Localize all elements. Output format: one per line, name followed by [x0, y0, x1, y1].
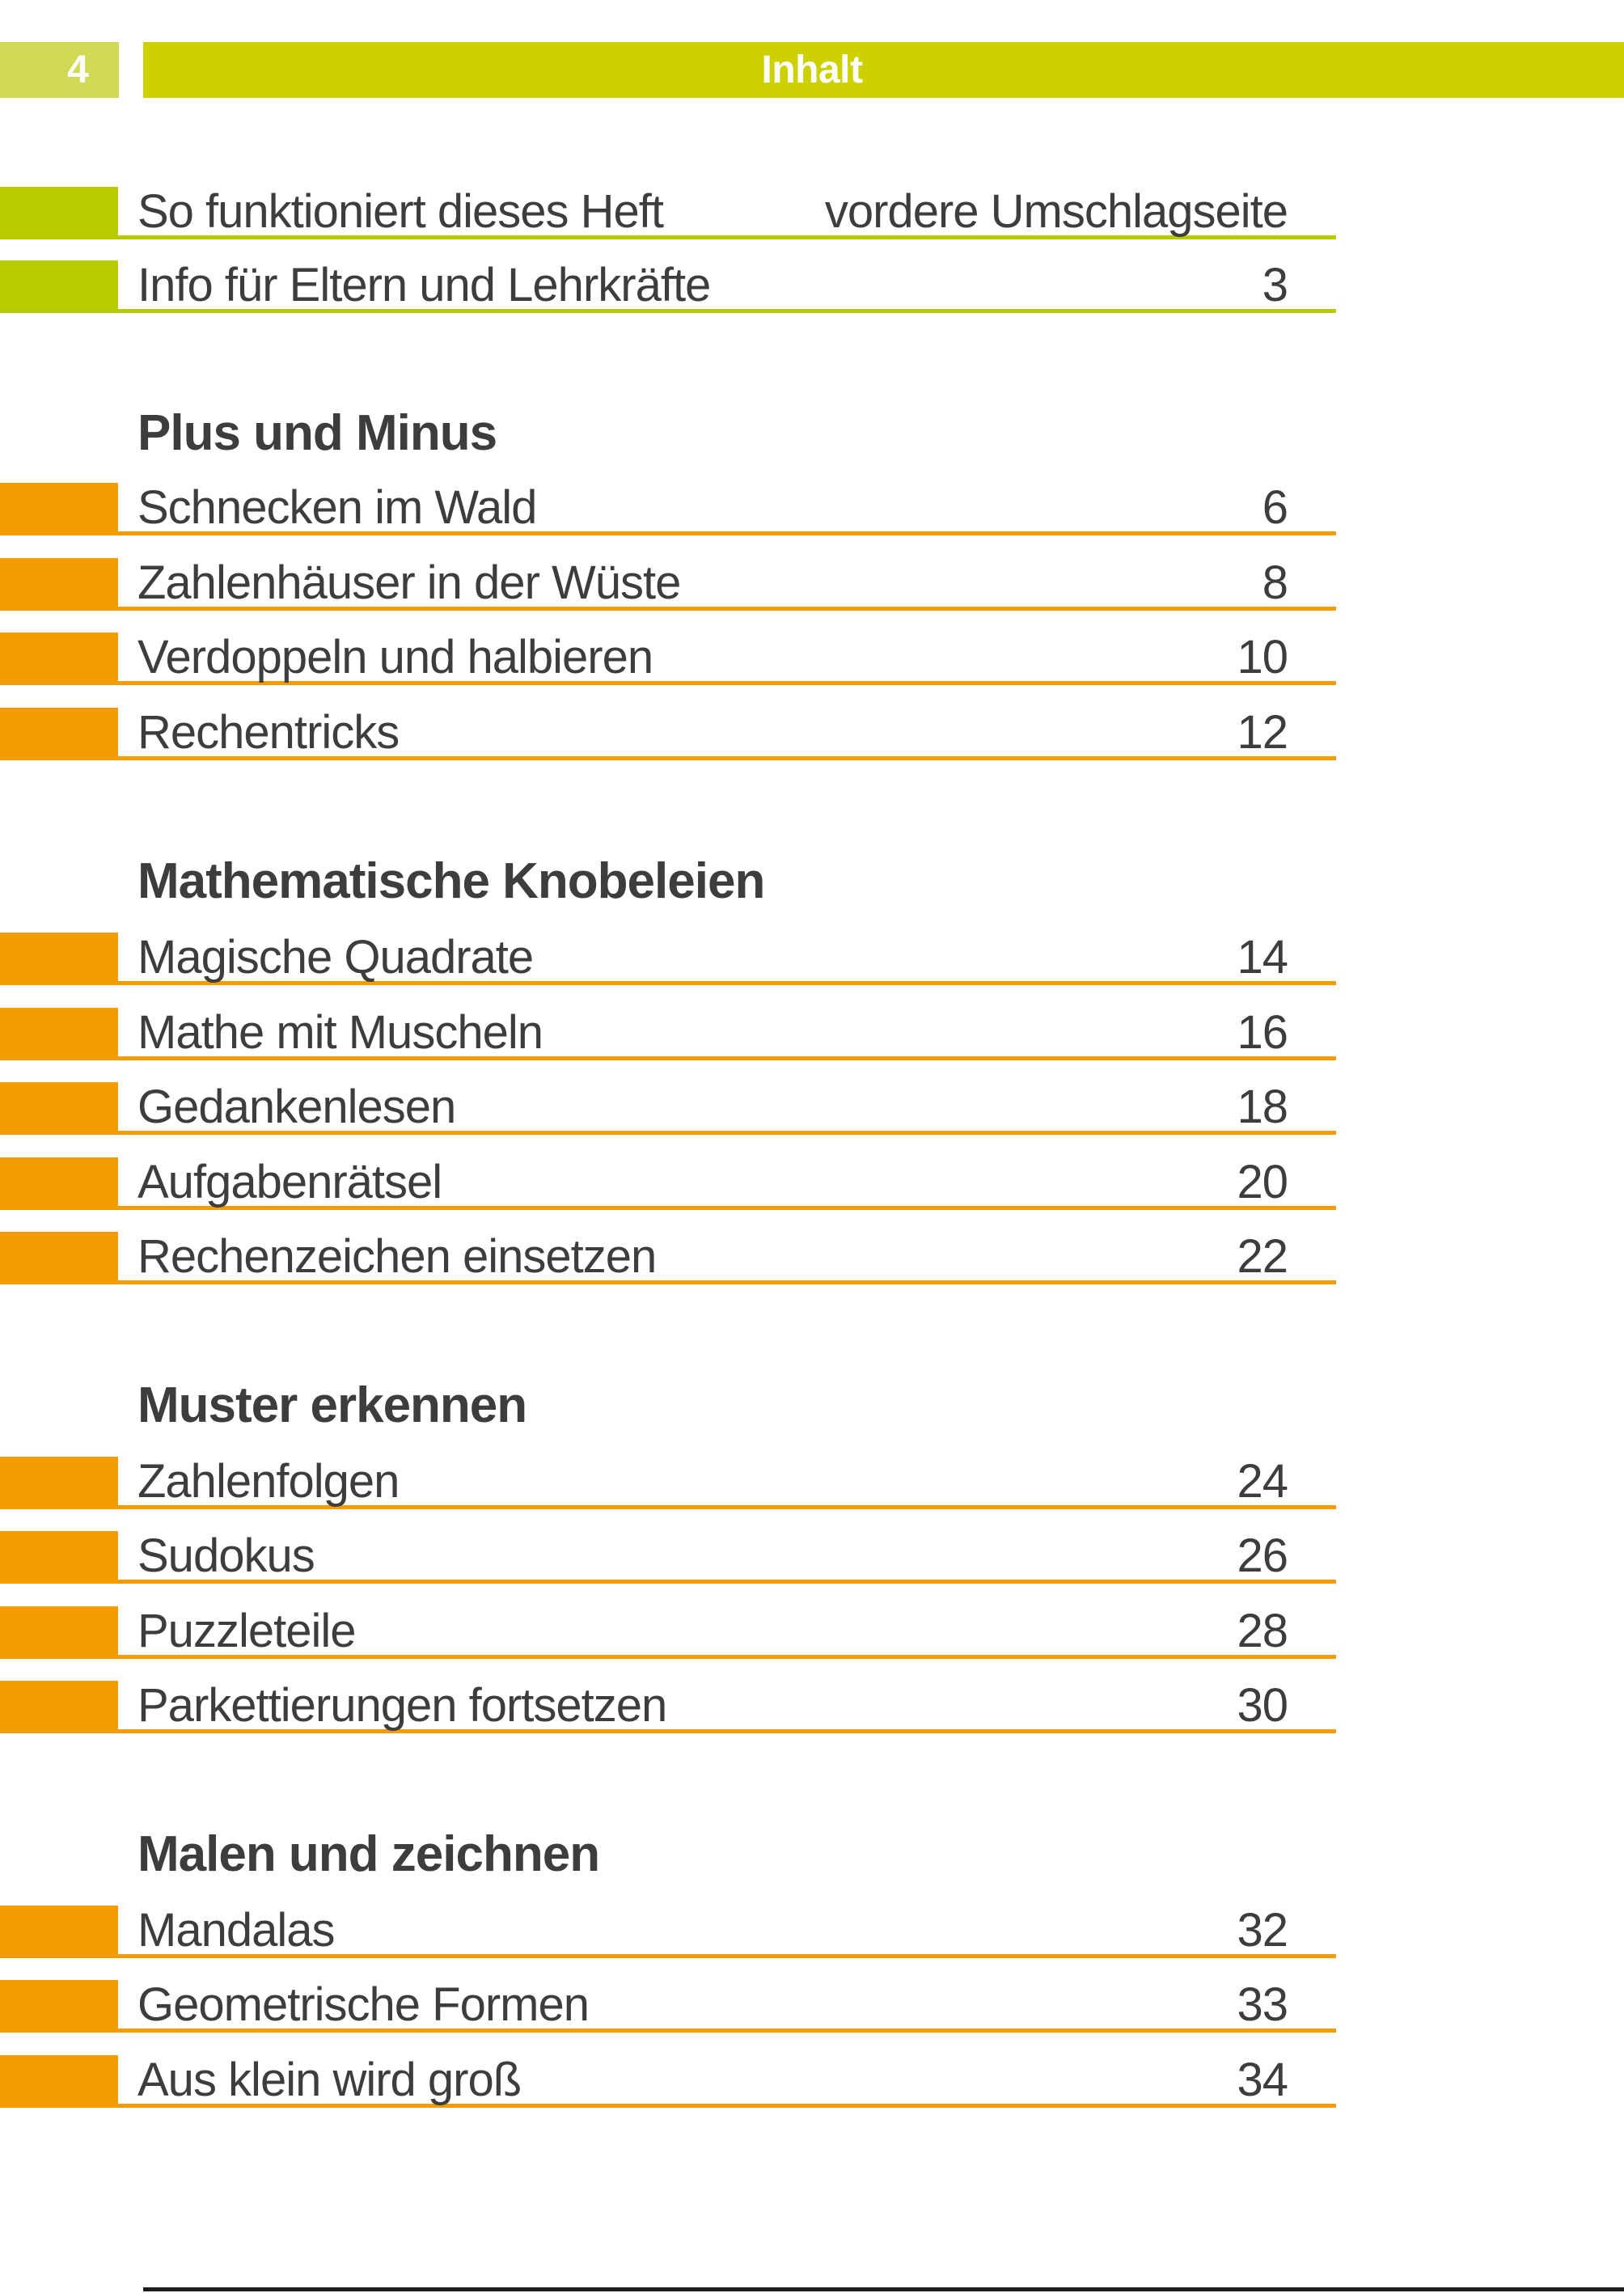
- toc-row: Gedankenlesen 18: [0, 1082, 1336, 1135]
- row-page-ref: 3: [1262, 259, 1288, 311]
- row-page-ref: 10: [1237, 631, 1288, 683]
- toc-row: Info für Eltern und Lehrkräfte 3: [0, 260, 1336, 313]
- row-title: So funktioniert dieses Heft: [137, 185, 664, 238]
- row-title: Schnecken im Wald: [137, 481, 537, 534]
- toc-row: Mandalas 32: [0, 1906, 1336, 1958]
- row-marker: [0, 2055, 118, 2108]
- row-title: Sudokus: [137, 1529, 315, 1582]
- row-page-ref: 8: [1262, 556, 1288, 609]
- toc-row: Aufgabenrätsel 20: [0, 1157, 1336, 1210]
- row-marker: [0, 1681, 118, 1733]
- row-marker: [0, 708, 118, 760]
- row-title: Zahlenfolgen: [137, 1455, 400, 1508]
- row-title: Mathe mit Muscheln: [137, 1006, 543, 1059]
- toc-row: Mathe mit Muscheln 16: [0, 1008, 1336, 1060]
- row-title: Gedankenlesen: [137, 1081, 456, 1133]
- row-title: Rechenzeichen einsetzen: [137, 1230, 657, 1283]
- toc-row: Rechenzeichen einsetzen 22: [0, 1232, 1336, 1284]
- row-page-ref: 20: [1237, 1156, 1288, 1208]
- row-page-ref: 30: [1237, 1679, 1288, 1732]
- toc-row: Aus klein wird groß 34: [0, 2055, 1336, 2108]
- row-marker: [0, 1008, 118, 1060]
- row-page-ref: 28: [1237, 1605, 1288, 1657]
- row-marker: [0, 260, 118, 313]
- section-heading: Malen und zeichnen: [137, 1826, 600, 1882]
- header-bar: [143, 42, 1624, 98]
- section-heading: Muster erkennen: [137, 1377, 527, 1433]
- page-title: Inhalt: [761, 49, 864, 91]
- row-marker: [0, 1906, 118, 1958]
- page-number: 4: [67, 49, 89, 91]
- section-heading: Mathematische Knobeleien: [137, 853, 765, 909]
- row-page-ref: 12: [1237, 706, 1288, 759]
- row-marker: [0, 1232, 118, 1284]
- row-marker: [0, 1457, 118, 1509]
- row-marker: [0, 1531, 118, 1584]
- toc-row: Geometrische Formen 33: [0, 1980, 1336, 2033]
- row-page-ref: 33: [1237, 1978, 1288, 2031]
- row-marker: [0, 632, 118, 685]
- row-marker: [0, 558, 118, 611]
- row-marker: [0, 483, 118, 535]
- row-title: Zahlenhäuser in der Wüste: [137, 556, 681, 609]
- row-title: Aufgabenrätsel: [137, 1156, 442, 1208]
- row-title: Magische Quadrate: [137, 931, 534, 984]
- toc-row: Verdoppeln und halbieren 10: [0, 632, 1336, 685]
- row-page-ref: 14: [1237, 931, 1288, 984]
- row-page-ref: 34: [1237, 2054, 1288, 2106]
- row-title: Parkettierungen fortsetzen: [137, 1679, 667, 1732]
- row-marker: [0, 1980, 118, 2033]
- row-title: Puzzleteile: [137, 1605, 356, 1657]
- row-title: Rechentricks: [137, 706, 400, 759]
- row-marker: [0, 1157, 118, 1210]
- row-page-ref: 22: [1237, 1230, 1288, 1283]
- row-page-ref: 6: [1262, 481, 1288, 534]
- row-page-ref: 32: [1237, 1904, 1288, 1957]
- toc-row: Rechentricks 12: [0, 708, 1336, 760]
- row-page-ref: 16: [1237, 1006, 1288, 1059]
- toc-row: So funktioniert dieses Heft vordere Umsc…: [0, 187, 1336, 239]
- row-marker: [0, 187, 118, 239]
- section-heading: Plus und Minus: [137, 405, 497, 461]
- toc-row: Schnecken im Wald 6: [0, 483, 1336, 535]
- toc-row: Puzzleteile 28: [0, 1606, 1336, 1659]
- row-page-ref: 18: [1237, 1081, 1288, 1133]
- row-title: Geometrische Formen: [137, 1978, 590, 2031]
- toc-row: Parkettierungen fortsetzen 30: [0, 1681, 1336, 1733]
- row-title: Aus klein wird groß: [137, 2054, 522, 2106]
- toc-row: Sudokus 26: [0, 1531, 1336, 1584]
- row-title: Verdoppeln und halbieren: [137, 631, 653, 683]
- row-title: Info für Eltern und Lehrkräfte: [137, 259, 711, 311]
- row-marker: [0, 1082, 118, 1135]
- row-title: Mandalas: [137, 1904, 335, 1957]
- row-page-ref: 24: [1237, 1455, 1288, 1508]
- toc-row: Zahlenhäuser in der Wüste 8: [0, 558, 1336, 611]
- toc-row: Zahlenfolgen 24: [0, 1457, 1336, 1509]
- bottom-edge-line: [143, 2287, 1624, 2291]
- toc-row: Magische Quadrate 14: [0, 933, 1336, 985]
- row-page-ref: 26: [1237, 1529, 1288, 1582]
- row-page-ref: vordere Umschlagseite: [824, 185, 1288, 238]
- row-marker: [0, 1606, 118, 1659]
- page-number-box: 4: [0, 42, 119, 98]
- row-marker: [0, 933, 118, 985]
